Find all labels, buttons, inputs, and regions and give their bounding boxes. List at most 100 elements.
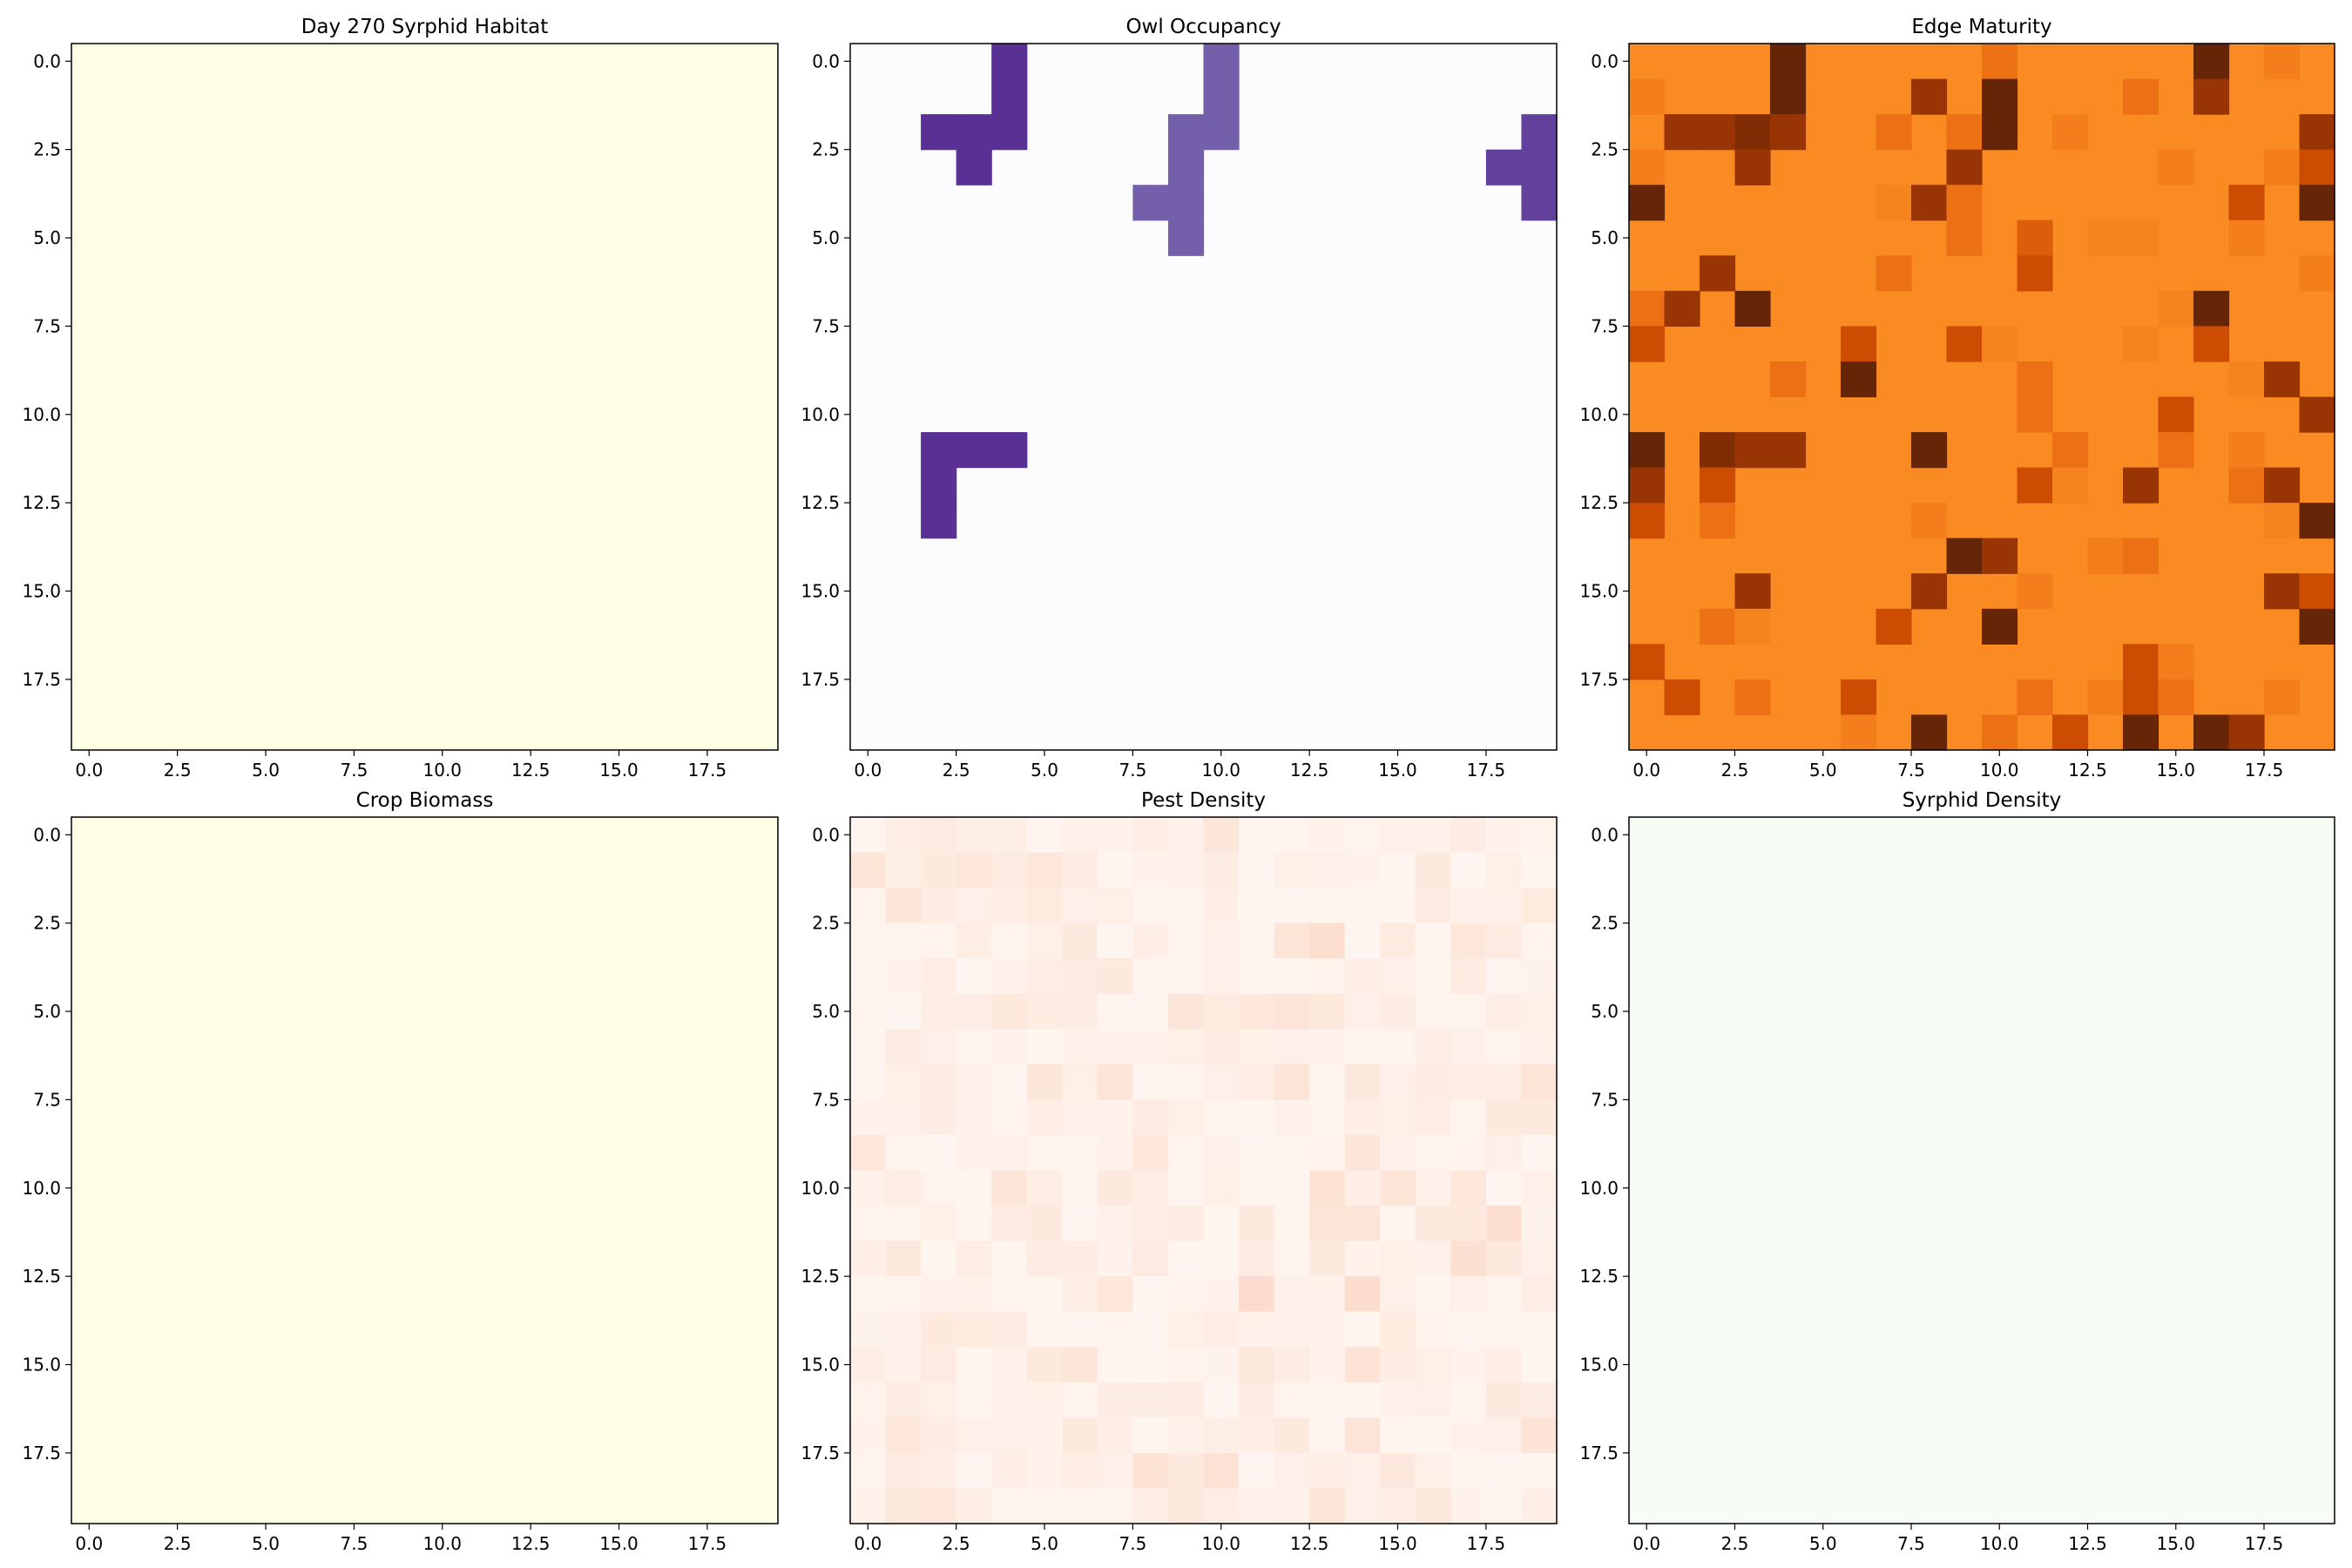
x-tick-label: 15.0	[599, 1533, 639, 1554]
heatmap-cell	[1770, 361, 1807, 398]
heatmap-cell	[1097, 1276, 1133, 1313]
heatmap-cell	[1167, 1382, 1205, 1418]
heatmap-cell	[991, 1240, 1028, 1277]
heatmap-cell	[956, 149, 992, 186]
axes-frame	[1628, 43, 2335, 751]
heatmap-cell	[1450, 1134, 1487, 1172]
heatmap-cell	[1062, 1311, 1098, 1348]
heatmap-cell	[2123, 220, 2159, 256]
heatmap-cell	[1167, 1029, 1205, 1065]
axes-frame	[71, 43, 779, 751]
heatmap-cell	[2299, 114, 2335, 151]
heatmap-cell	[850, 1134, 887, 1172]
heatmap-cell	[1450, 852, 1487, 889]
heatmap-cell	[1239, 1099, 1275, 1136]
heatmap-cell	[1380, 1417, 1416, 1454]
heatmap-cell	[1132, 1029, 1169, 1065]
heatmap-cell	[1380, 958, 1416, 995]
heatmap-cell	[1485, 993, 1523, 1030]
heatmap-cell	[1344, 1276, 1381, 1313]
heatmap-cell	[1026, 1064, 1063, 1100]
heatmap-cell	[1344, 1347, 1381, 1383]
heatmap-cell	[885, 1276, 922, 1313]
heatmap-cell	[1450, 1488, 1487, 1524]
heatmap-cell	[956, 852, 992, 889]
heatmap-cell	[1485, 1206, 1523, 1242]
heatmap-cell	[1521, 1029, 1558, 1065]
heatmap-cell	[1239, 1417, 1275, 1454]
x-tick-label: 5.0	[252, 1533, 280, 1554]
heatmap-cell	[1700, 255, 1736, 292]
heatmap-cell	[1734, 608, 1771, 645]
x-tick-label: 15.0	[1378, 760, 1417, 781]
heatmap-cell	[1309, 1029, 1346, 1065]
heatmap-cell	[2158, 290, 2194, 327]
y-tick-label: 0.0	[812, 51, 840, 71]
panel-title: Crop Biomass	[356, 789, 494, 812]
x-tick-label: 7.5	[1897, 760, 1925, 781]
heatmap-cell	[1239, 1452, 1275, 1490]
heatmap-cell	[1132, 1311, 1169, 1348]
heatmap-cell	[1700, 503, 1736, 539]
heatmap-background	[71, 817, 778, 1524]
heatmap-cell	[2193, 44, 2230, 80]
heatmap-cell	[1239, 1029, 1275, 1065]
heatmap-cell	[2017, 573, 2053, 610]
x-tick-label: 15.0	[2156, 760, 2195, 781]
heatmap-cell	[1415, 817, 1451, 854]
heatmap-cell	[1380, 1206, 1416, 1242]
heatmap-cell	[850, 1488, 887, 1524]
heatmap-cell	[1167, 852, 1205, 889]
y-tick-label: 7.5	[812, 1089, 840, 1110]
heatmap-cell	[885, 1311, 922, 1348]
heatmap-cell	[921, 1134, 957, 1172]
heatmap-cell	[1982, 714, 2018, 751]
heatmap-cell	[1521, 1134, 1558, 1172]
x-tick-label: 10.0	[1202, 1533, 1241, 1554]
heatmap-cell	[1734, 149, 1771, 186]
heatmap-cell	[1734, 432, 1771, 469]
x-tick-label: 2.5	[164, 760, 192, 781]
heatmap-cell	[885, 958, 922, 995]
heatmap-cell	[1132, 888, 1169, 924]
heatmap-cell	[1203, 1099, 1240, 1136]
heatmap-cell	[1132, 185, 1169, 221]
x-tick-label: 0.0	[854, 1533, 882, 1554]
heatmap-cell	[850, 888, 887, 924]
heatmap-cell	[1132, 852, 1169, 889]
heatmap-cell	[921, 1029, 957, 1065]
heatmap-cell	[1841, 326, 1877, 362]
heatmap-cell	[1344, 993, 1381, 1030]
heatmap-cell	[921, 1488, 957, 1524]
heatmap-cell	[1203, 1029, 1240, 1065]
panel-title: Day 270 Syrphid Habitat	[301, 16, 549, 38]
heatmap-cell	[1450, 1240, 1487, 1277]
heatmap-cell	[1097, 1029, 1133, 1065]
heatmap-cell	[885, 1170, 922, 1206]
heatmap-cell	[1450, 1276, 1487, 1313]
heatmap-cell	[2123, 78, 2159, 115]
heatmap-cell	[921, 817, 957, 854]
heatmap-cell	[1344, 1452, 1381, 1490]
heatmap-cell	[1203, 852, 1240, 889]
heatmap-cell	[921, 1206, 957, 1242]
heatmap-cell	[1521, 1382, 1558, 1418]
heatmap-cell	[1274, 1134, 1310, 1172]
heatmap-cell	[1841, 361, 1877, 398]
heatmap-cell	[1167, 1064, 1205, 1100]
heatmap-cell	[1274, 1417, 1310, 1454]
heatmap-cell	[2052, 467, 2089, 504]
heatmap-cell	[1062, 1488, 1098, 1524]
heatmap-cell	[2228, 714, 2265, 751]
heatmap-cell	[1734, 290, 1771, 327]
heatmap-cell	[2052, 114, 2089, 151]
heatmap-cell	[1521, 1064, 1558, 1100]
heatmap-cell	[1132, 1240, 1169, 1277]
heatmap-cell	[2087, 220, 2124, 256]
heatmap-cell	[1415, 1382, 1451, 1418]
heatmap-cell	[1203, 1276, 1240, 1313]
heatmap-cell	[850, 993, 887, 1030]
heatmap-cell	[1132, 1099, 1169, 1136]
y-tick-label: 2.5	[812, 139, 840, 160]
heatmap-cell	[1167, 1417, 1205, 1454]
